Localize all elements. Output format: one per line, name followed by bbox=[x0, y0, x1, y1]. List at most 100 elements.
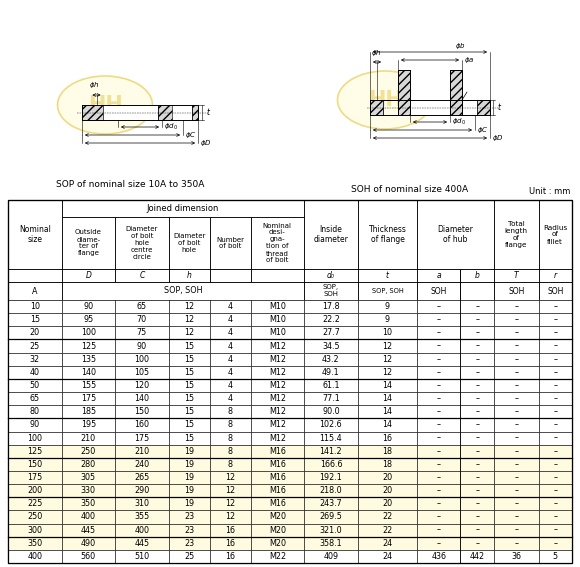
Text: –: – bbox=[475, 500, 479, 509]
Bar bbox=[494, 392, 538, 405]
Text: –: – bbox=[553, 486, 557, 495]
Text: 350: 350 bbox=[27, 539, 42, 548]
Text: $\phi b$: $\phi b$ bbox=[455, 41, 465, 51]
Text: 280: 280 bbox=[81, 460, 96, 469]
Bar bbox=[304, 269, 358, 282]
Text: –: – bbox=[437, 328, 441, 337]
Bar bbox=[8, 366, 61, 379]
Bar bbox=[169, 471, 209, 484]
Bar bbox=[494, 497, 538, 510]
Bar bbox=[209, 269, 251, 282]
Bar bbox=[169, 217, 209, 269]
Text: –: – bbox=[553, 328, 557, 337]
Text: h: h bbox=[187, 271, 191, 280]
Bar bbox=[8, 200, 572, 563]
Text: –: – bbox=[514, 513, 518, 522]
Bar bbox=[538, 418, 572, 431]
Bar bbox=[169, 497, 209, 510]
Bar bbox=[417, 313, 461, 326]
Text: 15: 15 bbox=[184, 355, 194, 363]
Text: –: – bbox=[514, 539, 518, 548]
Text: 4: 4 bbox=[227, 315, 233, 324]
Text: 225: 225 bbox=[27, 500, 42, 509]
Bar bbox=[538, 200, 572, 269]
Bar bbox=[358, 366, 417, 379]
Bar bbox=[417, 269, 461, 282]
Text: –: – bbox=[475, 394, 479, 403]
Text: 90: 90 bbox=[84, 302, 93, 311]
Bar bbox=[358, 458, 417, 471]
Text: –: – bbox=[437, 473, 441, 482]
Text: 15: 15 bbox=[184, 381, 194, 390]
Text: 20: 20 bbox=[382, 486, 393, 495]
Bar bbox=[358, 418, 417, 431]
Text: –: – bbox=[553, 368, 557, 377]
Bar bbox=[538, 458, 572, 471]
Bar bbox=[209, 445, 251, 458]
Text: 8: 8 bbox=[227, 434, 233, 443]
Bar bbox=[115, 300, 169, 313]
Bar bbox=[8, 200, 61, 269]
Bar bbox=[494, 366, 538, 379]
Text: Diameter
of bolt
hole
centre
circle: Diameter of bolt hole centre circle bbox=[126, 226, 158, 260]
Bar bbox=[358, 471, 417, 484]
Bar bbox=[251, 405, 304, 418]
Bar bbox=[209, 510, 251, 523]
Text: 409: 409 bbox=[324, 552, 339, 561]
Bar bbox=[61, 405, 115, 418]
Bar bbox=[209, 326, 251, 340]
Bar bbox=[304, 300, 358, 313]
Bar bbox=[398, 70, 410, 115]
Text: 120: 120 bbox=[135, 381, 150, 390]
Text: Nominal
desi-
gna-
tion of
thread
of bolt: Nominal desi- gna- tion of thread of bol… bbox=[263, 222, 292, 264]
Bar bbox=[417, 282, 461, 300]
Bar bbox=[209, 418, 251, 431]
Text: 135: 135 bbox=[81, 355, 96, 363]
Text: 12: 12 bbox=[225, 513, 235, 522]
Text: 400: 400 bbox=[81, 513, 96, 522]
Text: SOH: SOH bbox=[508, 286, 524, 295]
Text: –: – bbox=[514, 460, 518, 469]
Text: $\phi a$: $\phi a$ bbox=[464, 55, 474, 65]
Bar bbox=[251, 366, 304, 379]
Text: 269.5: 269.5 bbox=[320, 513, 342, 522]
Text: –: – bbox=[514, 355, 518, 363]
Text: –: – bbox=[514, 473, 518, 482]
Bar bbox=[538, 340, 572, 353]
Bar bbox=[461, 405, 494, 418]
Bar bbox=[169, 405, 209, 418]
Text: 12: 12 bbox=[225, 473, 235, 482]
Bar bbox=[251, 300, 304, 313]
Text: 445: 445 bbox=[81, 526, 96, 535]
Text: 12: 12 bbox=[184, 328, 194, 337]
Text: M12: M12 bbox=[269, 355, 286, 363]
Text: 27.7: 27.7 bbox=[322, 328, 340, 337]
Bar bbox=[461, 392, 494, 405]
Bar bbox=[538, 379, 572, 392]
Bar bbox=[103, 105, 158, 120]
Text: 4: 4 bbox=[227, 381, 233, 390]
Bar bbox=[115, 269, 169, 282]
Bar bbox=[358, 282, 417, 300]
Bar bbox=[304, 445, 358, 458]
Text: –: – bbox=[553, 407, 557, 416]
Text: –: – bbox=[553, 420, 557, 429]
Text: 185: 185 bbox=[81, 407, 96, 416]
Bar bbox=[358, 510, 417, 523]
Bar bbox=[358, 537, 417, 550]
Bar bbox=[417, 353, 461, 366]
Text: –: – bbox=[553, 341, 557, 350]
Bar bbox=[115, 340, 169, 353]
Text: r: r bbox=[554, 271, 557, 280]
Bar bbox=[461, 550, 494, 563]
Text: Nominal
size: Nominal size bbox=[19, 225, 50, 244]
Bar bbox=[251, 353, 304, 366]
Bar bbox=[251, 458, 304, 471]
Bar bbox=[358, 392, 417, 405]
Text: 510: 510 bbox=[135, 552, 150, 561]
Bar bbox=[169, 353, 209, 366]
Text: –: – bbox=[437, 368, 441, 377]
Text: HH: HH bbox=[42, 380, 77, 400]
Text: –: – bbox=[514, 341, 518, 350]
Text: M16: M16 bbox=[269, 447, 286, 456]
